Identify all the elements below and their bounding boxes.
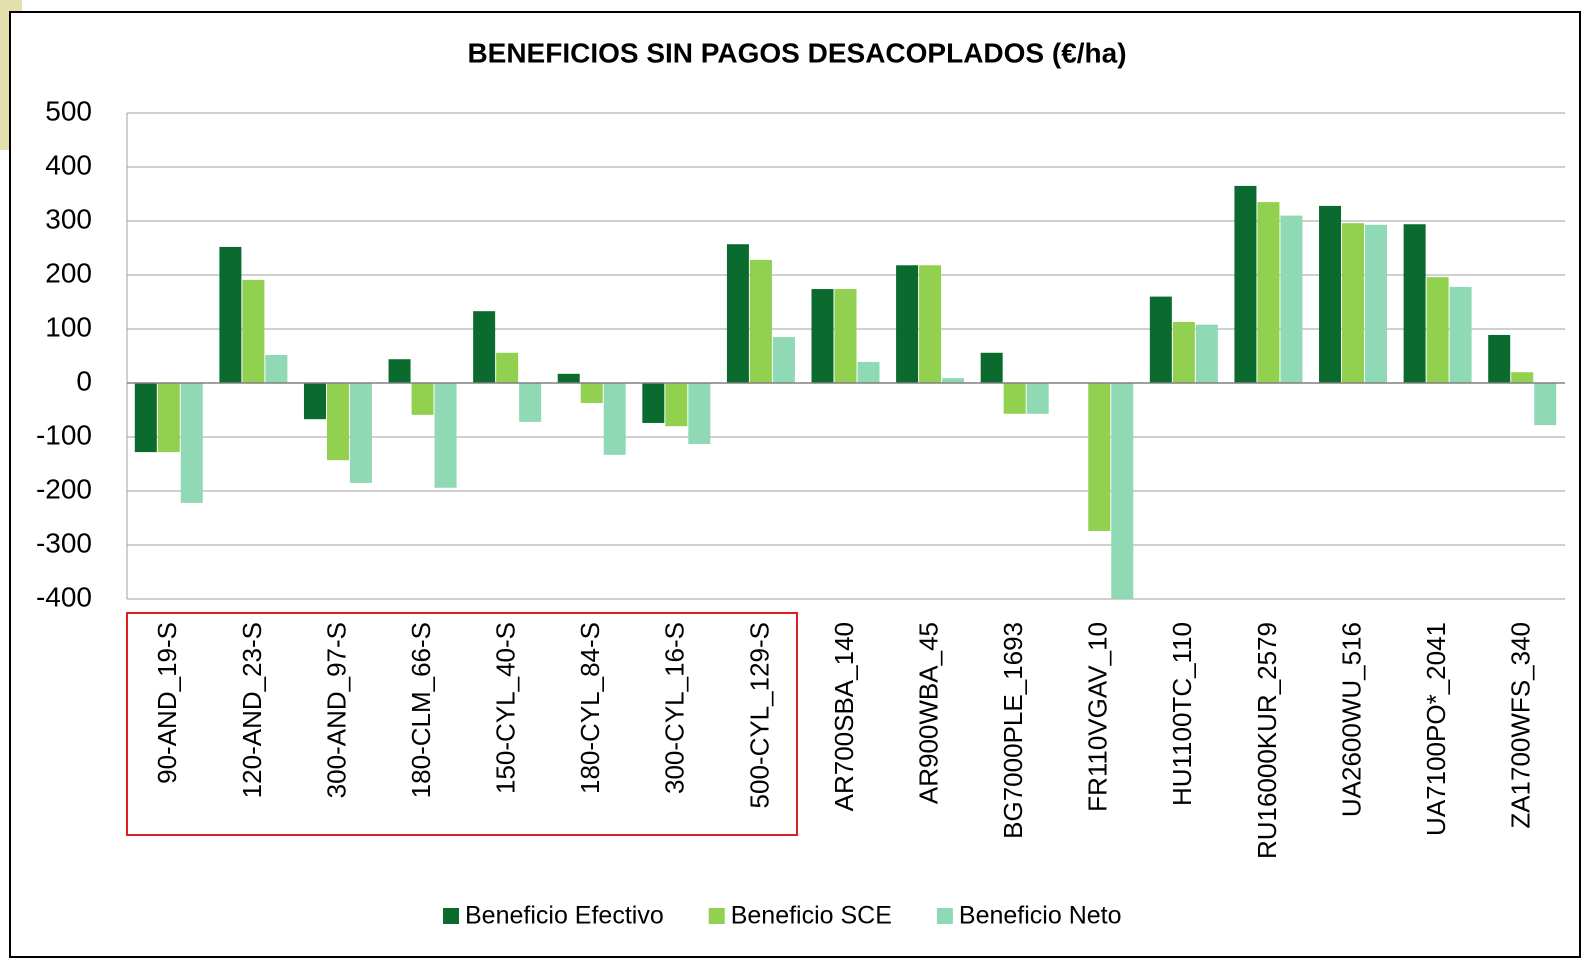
bar xyxy=(1003,383,1026,414)
y-tick-label: 400 xyxy=(45,149,92,180)
highlight-box xyxy=(126,612,798,836)
x-tick-label: 300-CYL_16-S xyxy=(660,622,690,794)
x-tick-label: ZA1700WFS_340 xyxy=(1506,622,1536,829)
x-tick-label: 180-CYL_84-S xyxy=(575,622,605,794)
bar xyxy=(557,373,580,383)
bar xyxy=(349,383,372,483)
y-tick-label: 300 xyxy=(45,203,92,234)
bar xyxy=(980,352,1003,383)
x-tick-label: 180-CLM_66-S xyxy=(406,622,436,798)
x-tick-label: AR900WBA_45 xyxy=(913,622,943,804)
bar xyxy=(772,337,795,383)
legend-label: Beneficio SCE xyxy=(731,902,892,930)
bar xyxy=(1234,185,1257,383)
legend-label: Beneficio Efectivo xyxy=(465,902,664,930)
y-tick-label: 200 xyxy=(45,257,92,288)
bar xyxy=(411,383,434,415)
x-tick-label: HU1100TC_110 xyxy=(1167,622,1197,806)
legend-swatch xyxy=(708,908,725,924)
x-tick-label: RU16000KUR_2579 xyxy=(1252,622,1282,859)
bar xyxy=(180,383,203,503)
x-tick-label: 150-CYL_40-S xyxy=(491,622,521,794)
bar xyxy=(1449,286,1472,383)
chart-frame xyxy=(9,11,1581,958)
bar xyxy=(811,289,834,383)
bar xyxy=(726,244,749,383)
bar xyxy=(219,246,242,383)
bar xyxy=(1026,383,1049,414)
bar xyxy=(1319,205,1342,383)
bar xyxy=(857,361,880,383)
bar xyxy=(242,279,265,383)
bar xyxy=(1088,383,1111,531)
bar xyxy=(473,311,496,383)
x-tick-label: 120-AND_23-S xyxy=(237,622,267,798)
x-tick-label: FR110VGAV_10 xyxy=(1083,622,1113,812)
bar xyxy=(642,383,665,423)
bar xyxy=(749,259,772,383)
bar xyxy=(1403,224,1426,383)
y-tick-label: 500 xyxy=(45,95,92,126)
bar xyxy=(434,383,457,488)
bar xyxy=(265,354,288,383)
bar xyxy=(1426,277,1449,383)
bar xyxy=(496,352,519,383)
y-tick-label: -300 xyxy=(36,527,92,558)
bar xyxy=(1488,334,1511,383)
x-tick-label: BG7000PLE_1693 xyxy=(998,622,1028,839)
bar xyxy=(896,265,919,383)
x-tick-label: UA2600WU_516 xyxy=(1336,622,1366,817)
x-tick-label: 90-AND_19-S xyxy=(152,622,182,784)
bar xyxy=(834,289,857,383)
y-tick-label: -200 xyxy=(36,473,92,504)
legend-swatch xyxy=(936,908,953,924)
bar xyxy=(519,383,542,422)
bar xyxy=(1172,321,1195,383)
bar xyxy=(919,265,942,383)
bar xyxy=(1365,224,1388,383)
bar xyxy=(326,383,349,461)
y-tick-label: 0 xyxy=(76,365,92,396)
bar xyxy=(1534,383,1557,426)
bar xyxy=(1342,223,1365,383)
bar xyxy=(303,383,326,420)
x-tick-label: UA7100PO*_2041 xyxy=(1421,622,1451,836)
x-tick-label: 500-CYL_129-S xyxy=(744,622,774,808)
y-tick-label: -100 xyxy=(36,419,92,450)
bar xyxy=(388,359,411,383)
y-tick-label: -400 xyxy=(36,581,92,612)
chart-title: BENEFICIOS SIN PAGOS DESACOPLADOS (€/ha) xyxy=(467,37,1126,68)
legend-swatch xyxy=(443,908,459,924)
bar xyxy=(665,383,688,427)
bar xyxy=(1111,383,1134,599)
bar xyxy=(1511,372,1534,383)
x-tick-label: 300-AND_97-S xyxy=(321,622,351,798)
bar xyxy=(603,383,626,455)
bar xyxy=(942,378,965,383)
bar xyxy=(688,383,711,445)
bar xyxy=(134,383,157,453)
bar xyxy=(580,383,603,403)
x-tick-label: AR700SBA_140 xyxy=(829,622,859,811)
bar xyxy=(157,383,180,453)
bar xyxy=(1195,324,1218,383)
bar xyxy=(1149,296,1172,383)
legend-label: Beneficio Neto xyxy=(959,902,1122,930)
bar xyxy=(1257,202,1280,383)
bar xyxy=(1280,215,1303,383)
y-tick-label: 100 xyxy=(45,311,92,342)
